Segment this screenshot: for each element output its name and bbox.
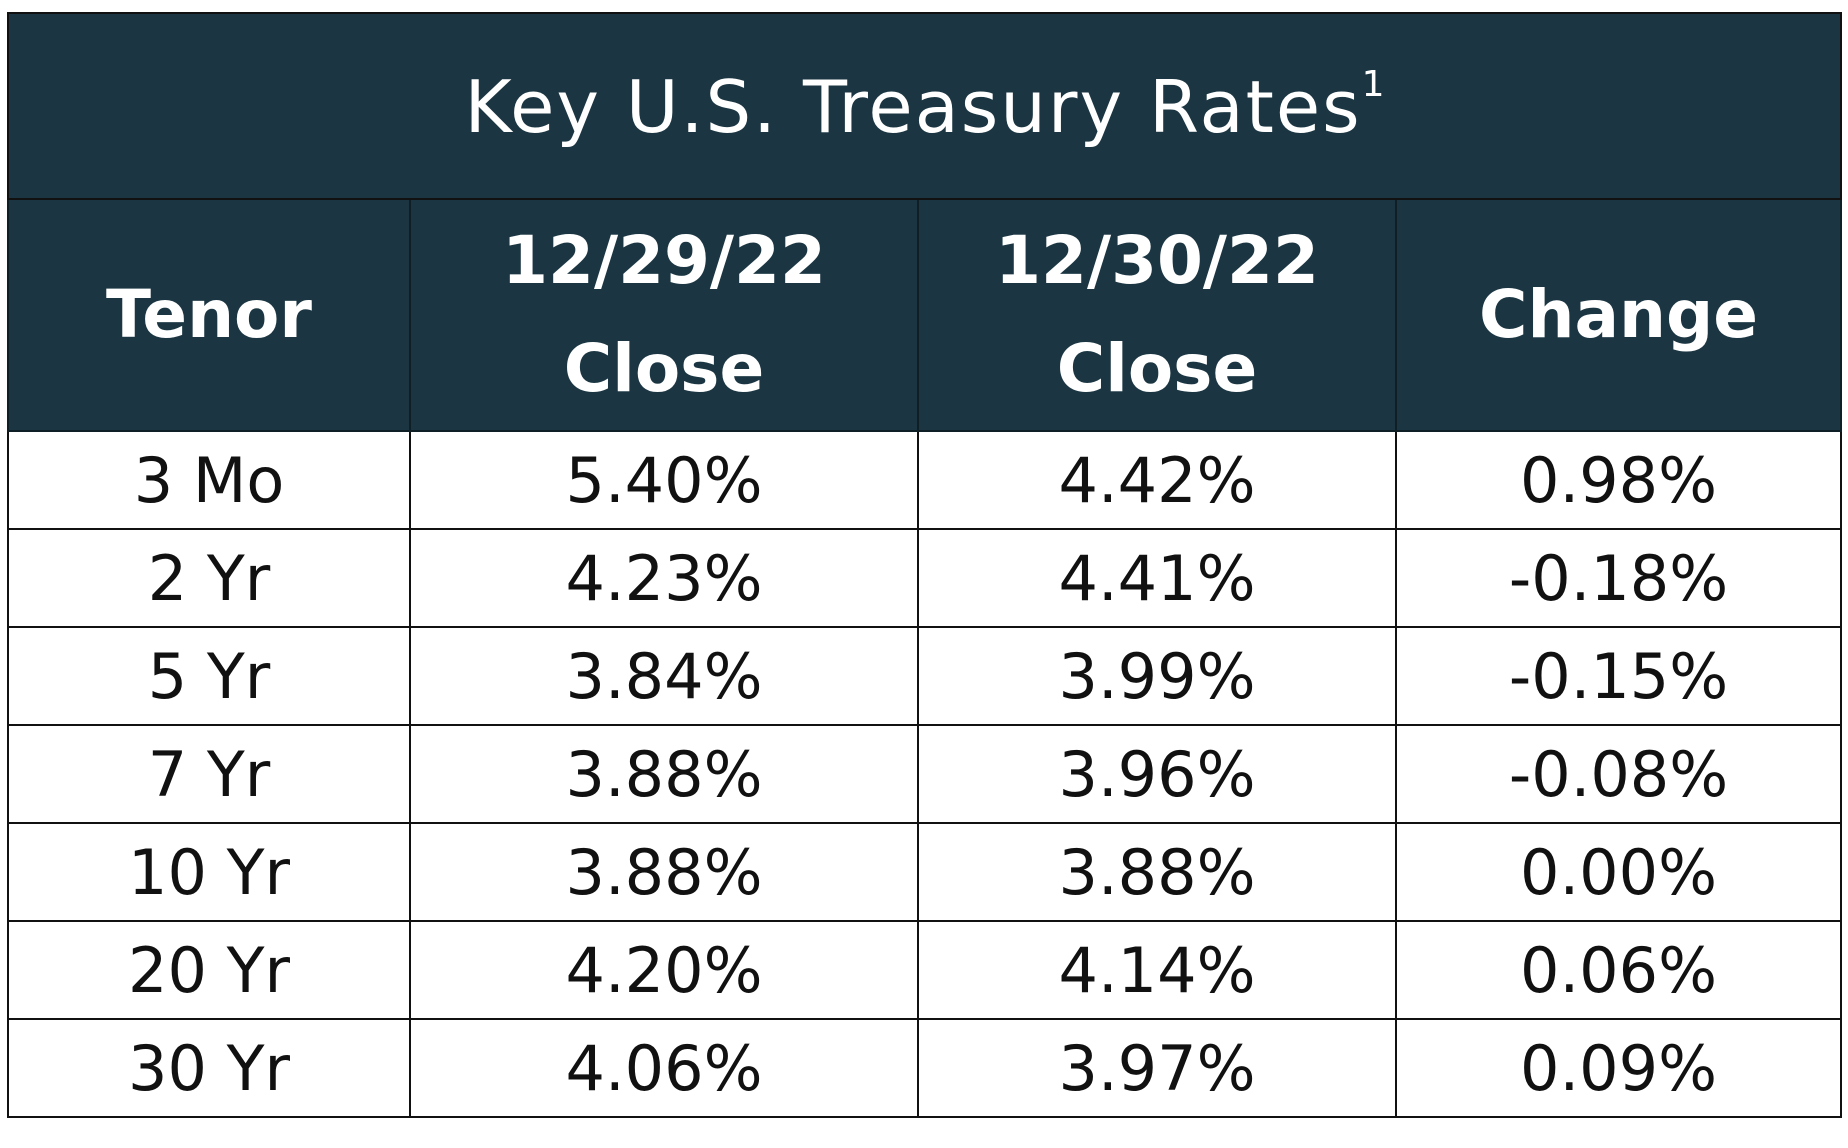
prev-close-cell: 3.88% [409, 724, 919, 824]
table-row: 7 Yr 3.88% 3.96% -0.08% [7, 724, 1843, 824]
column-header-curr-close: 12/30/22 Close [917, 198, 1397, 432]
prev-close-cell: 4.06% [409, 1018, 919, 1118]
title-row: Key U.S. Treasury Rates1 [6, 12, 1843, 200]
change-cell: -0.08% [1394, 724, 1843, 824]
table-row: 3 Mo 5.40% 4.42% 0.98% [7, 430, 1843, 530]
tenor-cell: 2 Yr [7, 528, 411, 628]
column-header-curr-date: 12/30/22 [995, 222, 1319, 299]
curr-close-cell: 4.14% [917, 920, 1397, 1020]
table-title: Key U.S. Treasury Rates1 [6, 12, 1843, 200]
change-cell: 0.98% [1394, 430, 1843, 530]
change-cell: -0.18% [1394, 528, 1843, 628]
treasury-rates-table: Key U.S. Treasury Rates1 Tenor 12/29/22 … [6, 12, 1843, 1118]
column-header-row: Tenor 12/29/22 Close 12/30/22 Close Chan… [7, 198, 1843, 432]
tenor-cell: 20 Yr [7, 920, 411, 1020]
prev-close-cell: 5.40% [409, 430, 919, 530]
table-row: 30 Yr 4.06% 3.97% 0.09% [7, 1018, 1843, 1118]
change-cell: 0.09% [1394, 1018, 1843, 1118]
tenor-cell: 7 Yr [7, 724, 411, 824]
curr-close-cell: 3.99% [917, 626, 1397, 726]
tenor-cell: 5 Yr [7, 626, 411, 726]
tenor-cell: 3 Mo [7, 430, 411, 530]
prev-close-cell: 4.20% [409, 920, 919, 1020]
table-row: 20 Yr 4.20% 4.14% 0.06% [7, 920, 1843, 1020]
tenor-cell: 10 Yr [7, 822, 411, 922]
title-text: Key U.S. Treasury Rates [464, 64, 1362, 149]
column-header-tenor: Tenor [7, 198, 411, 432]
curr-close-cell: 4.41% [917, 528, 1397, 628]
column-header-prev-close: 12/29/22 Close [409, 198, 919, 432]
table-row: 5 Yr 3.84% 3.99% -0.15% [7, 626, 1843, 726]
column-header-change-label: Change [1479, 276, 1758, 353]
table-row: 2 Yr 4.23% 4.41% -0.18% [7, 528, 1843, 628]
title-footnote: 1 [1361, 63, 1385, 105]
table-row: 10 Yr 3.88% 3.88% 0.00% [7, 822, 1843, 922]
curr-close-cell: 3.97% [917, 1018, 1397, 1118]
column-header-tenor-label: Tenor [106, 276, 312, 353]
column-header-prev-label: Close [563, 330, 765, 407]
change-cell: 0.00% [1394, 822, 1843, 922]
tenor-cell: 30 Yr [7, 1018, 411, 1118]
change-cell: 0.06% [1394, 920, 1843, 1020]
curr-close-cell: 3.96% [917, 724, 1397, 824]
curr-close-cell: 4.42% [917, 430, 1397, 530]
prev-close-cell: 3.84% [409, 626, 919, 726]
curr-close-cell: 3.88% [917, 822, 1397, 922]
prev-close-cell: 4.23% [409, 528, 919, 628]
column-header-change: Change [1394, 198, 1843, 432]
change-cell: -0.15% [1394, 626, 1843, 726]
prev-close-cell: 3.88% [409, 822, 919, 922]
column-header-prev-date: 12/29/22 [502, 222, 826, 299]
column-header-curr-label: Close [1056, 330, 1258, 407]
